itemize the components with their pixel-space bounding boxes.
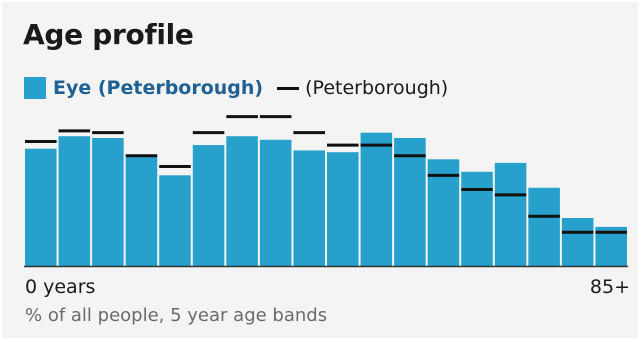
legend-line-compare	[277, 86, 300, 90]
chart-title: Age profile	[23, 18, 194, 51]
bar-80-84	[561, 218, 594, 266]
bar-60-64	[427, 159, 460, 266]
bar-45-49	[327, 152, 359, 266]
bar-10-14	[92, 138, 124, 266]
bar-55-59	[394, 138, 426, 266]
bar-20-24	[159, 175, 191, 266]
bar-25-29	[192, 145, 225, 266]
bar-75-79	[528, 187, 560, 266]
bar-40-44	[293, 150, 325, 266]
bar-35-39	[259, 139, 292, 266]
bar-65-69	[461, 171, 493, 266]
chart-caption: % of all people, 5 year age bands	[25, 305, 328, 326]
x-axis-label-end: 85+	[589, 276, 630, 298]
legend-label-main: Eye (Peterborough)	[53, 77, 264, 99]
x-axis-label-start: 0 years	[25, 276, 96, 298]
legend-swatch-main	[24, 77, 46, 99]
legend: Eye (Peterborough) (Peterborough)	[24, 75, 448, 101]
bar-70-74	[494, 162, 527, 266]
bar-30-34	[226, 136, 258, 266]
bar-0-4	[25, 148, 57, 266]
bar-15-19	[125, 155, 158, 266]
bar-50-54	[360, 132, 393, 266]
bar-5-9	[58, 136, 91, 266]
legend-label-compare: (Peterborough)	[305, 77, 449, 99]
